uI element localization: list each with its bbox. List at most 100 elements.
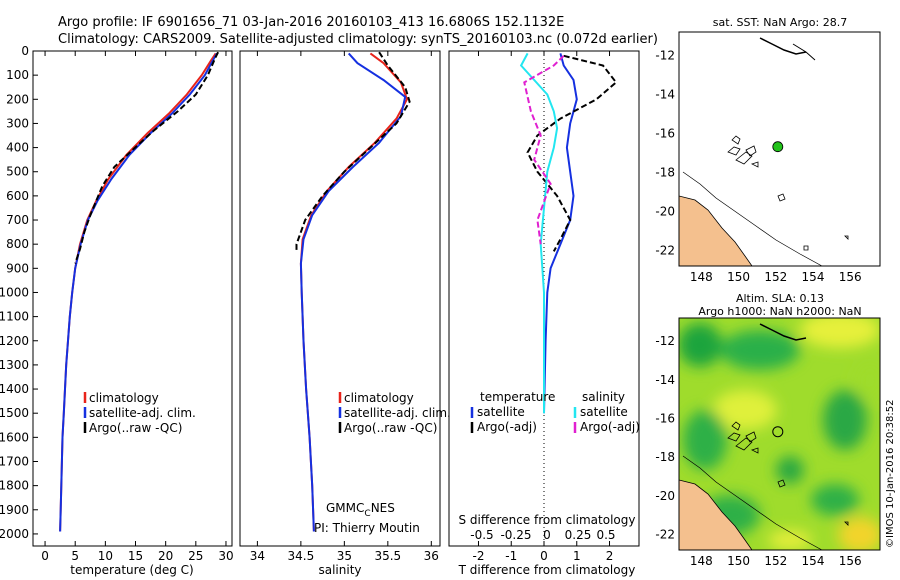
reef-outline — [682, 171, 823, 266]
y-tick-label: 1400 — [0, 382, 29, 396]
series-line — [59, 52, 218, 532]
x-tick-label: 10 — [98, 549, 113, 563]
y-tick-label: 1900 — [0, 503, 29, 517]
sla-blob — [683, 410, 727, 470]
x-tick-label: 34 — [250, 549, 265, 563]
s-tick-label: -0.25 — [500, 528, 531, 542]
png-islands — [792, 43, 816, 61]
x-tick-label: 2 — [606, 549, 614, 563]
map-y-tick-label: -18 — [655, 450, 675, 464]
salinity-series — [295, 51, 411, 532]
project-credit: GMMCCNES — [326, 501, 395, 519]
difference-series — [519, 52, 618, 414]
x-tick-label: 35 — [337, 549, 352, 563]
argo-position-marker — [772, 426, 784, 438]
map-y-tick-label: -14 — [655, 87, 675, 101]
legend-title-temperature: temperature — [480, 390, 555, 404]
chart-subtitle: Climatology: CARS2009. Satellite-adjuste… — [58, 32, 658, 47]
map-x-tick-label: 148 — [690, 270, 713, 284]
png-coast — [759, 323, 807, 341]
series-line — [523, 55, 565, 245]
map-y-tick-label: -18 — [655, 165, 675, 179]
t-difference-axis-label: T difference from climatology — [458, 563, 636, 577]
legend-label: climatology — [344, 391, 414, 405]
y-tick-label: 300 — [6, 116, 29, 130]
map-x-tick-label: 152 — [764, 554, 787, 568]
x-tick-label: 0 — [540, 549, 548, 563]
sla-blob — [800, 318, 880, 348]
y-tick-label: 700 — [6, 213, 29, 227]
salinity-axis-label: salinity — [318, 563, 361, 577]
map-y-tick-label: -22 — [655, 528, 675, 542]
series-line — [295, 51, 411, 252]
y-tick-label: 400 — [6, 141, 29, 155]
s-tick-label: 0.5 — [596, 528, 615, 542]
x-tick-label: 0 — [41, 549, 49, 563]
series-line — [299, 52, 409, 532]
salinity-legend: climatology satellite-adj. clim. Argo(..… — [338, 391, 451, 435]
s-difference-ticks: -0.5 -0.25 0 0.25 0.5 — [470, 528, 615, 542]
y-tick-label: 200 — [6, 92, 29, 106]
x-tick-label: -1 — [505, 549, 517, 563]
s-tick-label: -0.5 — [470, 528, 493, 542]
sst-map-frame — [678, 31, 881, 267]
y-tick-label: 1600 — [0, 430, 29, 444]
series-line — [543, 53, 578, 414]
sst-map — [679, 32, 880, 266]
map-x-tick-label: 156 — [839, 554, 862, 568]
s-tick-label: 0 — [543, 528, 551, 542]
sla-blob — [776, 456, 804, 484]
x-tick-label: 15 — [128, 549, 143, 563]
x-tick-label: 34.5 — [288, 549, 315, 563]
axis-ticks: 0 5 10 15 20 25 300100200300400500600700800900… — [0, 44, 862, 568]
series-line — [526, 54, 618, 252]
sla-field — [679, 318, 880, 550]
map-x-tick-label: 148 — [690, 554, 713, 568]
s-tick-label: 0.25 — [565, 528, 592, 542]
x-tick-label: 30 — [218, 549, 233, 563]
sla-blob — [838, 517, 880, 550]
difference-legend: temperature salinity satellite Argo(-adj… — [470, 390, 640, 434]
y-tick-label: 1700 — [0, 454, 29, 468]
map-y-tick-label: -16 — [655, 412, 675, 426]
coral-islands — [727, 135, 759, 168]
sla-blob — [811, 484, 859, 516]
map-y-tick-label: -14 — [655, 373, 675, 387]
map-y-tick-label: -12 — [655, 48, 675, 62]
legend-title-salinity: salinity — [582, 390, 625, 404]
sla-blob — [720, 330, 800, 370]
legend-label: satellite — [580, 405, 628, 419]
australia-land — [679, 195, 753, 266]
map-y-tick-label: -12 — [655, 334, 675, 348]
x-tick-label: 20 — [158, 549, 173, 563]
sla-map — [679, 318, 880, 550]
chart-title: Argo profile: IF 6901656_71 03-Jan-2016 … — [58, 15, 564, 30]
map-x-tick-label: 150 — [727, 270, 750, 284]
y-tick-label: 1000 — [0, 285, 29, 299]
islets — [777, 479, 849, 526]
legend-label: Argo(..raw -QC) — [344, 421, 437, 435]
sst-map-title: sat. SST: NaN Argo: 28.7 — [713, 16, 847, 29]
australia-land — [679, 479, 753, 550]
legend-label: satellite — [477, 405, 525, 419]
s-difference-axis-label: S difference from climatology — [459, 513, 636, 527]
x-tick-label: 5 — [71, 549, 79, 563]
map-x-tick-label: 152 — [764, 270, 787, 284]
map-y-tick-label: -16 — [655, 126, 675, 140]
map-y-tick-label: -20 — [655, 204, 675, 218]
legend-label: satellite-adj. clim. — [89, 406, 196, 420]
y-tick-label: 500 — [6, 165, 29, 179]
sla-blob — [856, 362, 880, 398]
pi-credit: PI: Thierry Moutin — [314, 521, 420, 535]
legend-label: satellite-adj. clim. — [344, 406, 451, 420]
sla-blob — [823, 390, 867, 450]
argo-position-marker — [772, 141, 784, 153]
temperature-axis-label: temperature (deg C) — [70, 563, 193, 577]
y-tick-label: 900 — [6, 261, 29, 275]
sla-blob — [713, 390, 777, 430]
y-tick-label: 1500 — [0, 406, 29, 420]
x-tick-label: 1 — [573, 549, 581, 563]
y-tick-label: 600 — [6, 189, 29, 203]
map-x-tick-label: 150 — [727, 554, 750, 568]
